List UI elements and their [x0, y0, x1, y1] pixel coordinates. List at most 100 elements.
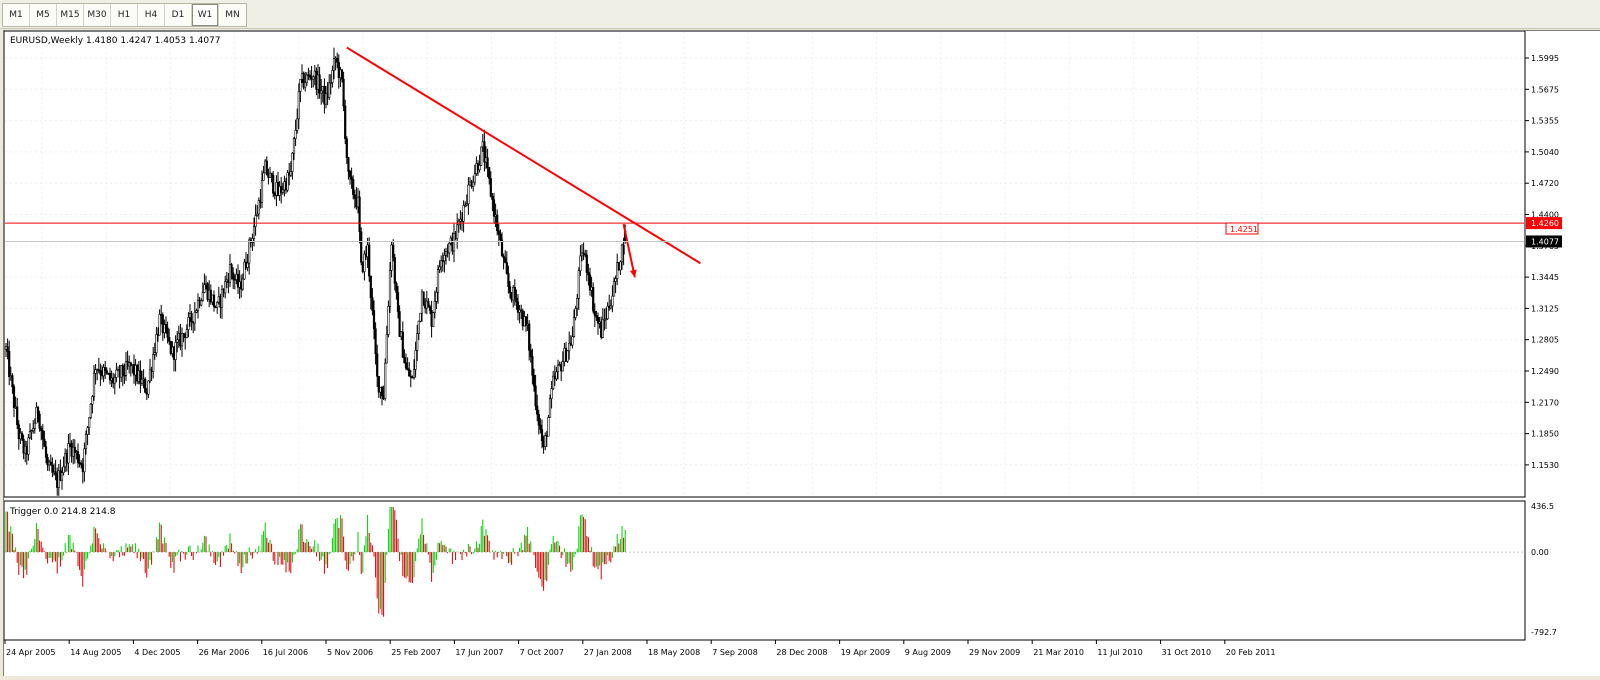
timeframe-button-d1[interactable]: D1 — [165, 4, 192, 26]
candle-body — [294, 130, 297, 139]
candle-body — [195, 310, 198, 313]
indicator-histogram — [5, 507, 1524, 617]
trendline-label-box — [1225, 222, 1259, 235]
candle-body — [32, 428, 35, 431]
time-tick-label: 21 Mar 2010 — [1033, 648, 1084, 657]
chart-window[interactable]: 1.4251 1.5995 1.5675 1.5355 1.5040 1.4720 1.4… — [3, 30, 1600, 676]
timeframe-button-h1[interactable]: H1 — [111, 4, 138, 26]
candle-body — [352, 179, 355, 196]
candle-body — [36, 407, 40, 415]
candle-body — [89, 403, 92, 418]
candle-body — [528, 323, 531, 351]
candle-body — [232, 272, 235, 280]
candle-body — [158, 314, 161, 336]
candle-body — [462, 205, 465, 222]
candle-body — [305, 74, 308, 83]
candle-body — [212, 294, 216, 307]
candle-body — [544, 435, 547, 447]
candle-body — [345, 138, 348, 158]
candle-body — [548, 398, 552, 418]
candle-body — [265, 160, 268, 175]
timeframe-button-m1[interactable]: M1 — [3, 4, 30, 26]
time-tick-label: 29 Nov 2009 — [969, 648, 1020, 657]
candle-body — [129, 362, 132, 366]
candle-body — [216, 301, 219, 308]
trendline[interactable] — [346, 46, 701, 265]
candle-body — [108, 373, 112, 381]
timeframe-button-m5[interactable]: M5 — [30, 4, 57, 26]
candle-body — [371, 297, 374, 311]
candle-body — [561, 361, 564, 372]
indicator-scale-label: 436.5 — [1531, 502, 1554, 511]
candle-body — [62, 466, 65, 473]
candle-body — [436, 269, 440, 293]
candle-body — [324, 93, 328, 105]
candle-body — [358, 196, 361, 233]
candle-body — [155, 334, 158, 354]
candle-body — [252, 226, 256, 239]
candle-body — [576, 298, 579, 309]
candle-body — [577, 270, 580, 299]
candle-body — [516, 301, 520, 313]
candle-body — [499, 234, 502, 241]
arrow-line[interactable] — [622, 223, 636, 278]
candle-body — [92, 373, 96, 397]
candle-body — [384, 362, 387, 400]
time-tick-label: 14 Aug 2005 — [70, 648, 121, 657]
candle-body — [262, 172, 265, 181]
candle-body — [140, 378, 144, 384]
candle-body — [329, 82, 332, 84]
candle-body — [41, 430, 44, 440]
candle-body — [336, 57, 339, 63]
candle-body — [592, 286, 595, 312]
candle-body — [292, 138, 296, 154]
arrow-head — [629, 269, 637, 278]
candle-body — [297, 91, 300, 120]
candle-body — [348, 171, 352, 178]
candle-body — [616, 262, 619, 279]
candle-body — [281, 189, 284, 193]
drawing-objects[interactable]: 1.4251 — [5, 46, 1524, 278]
candle-body — [433, 301, 436, 313]
candle-body — [44, 446, 48, 458]
time-tick-label: 17 Jun 2007 — [455, 648, 503, 657]
timeframe-button-h4[interactable]: H4 — [138, 4, 165, 26]
candle-body — [187, 317, 190, 330]
chart-canvas[interactable]: 1.4251 1.5995 1.5675 1.5355 1.5040 1.4720 1.4… — [3, 30, 1600, 676]
candle-body — [483, 141, 486, 163]
candle-body — [161, 314, 164, 334]
candle-body — [73, 446, 76, 453]
candle-body — [572, 317, 576, 337]
timeframe-button-w1[interactable]: W1 — [192, 4, 219, 26]
hline-price-tag — [1526, 217, 1562, 230]
timeframe-button-m30[interactable]: M30 — [84, 4, 111, 26]
timeframe-button-mn[interactable]: MN — [225, 10, 240, 20]
candle-body — [473, 173, 476, 183]
candle-body — [387, 306, 390, 335]
candle-body — [12, 386, 16, 408]
candle-body — [505, 262, 508, 274]
indicator-header: Trigger 0.0 214.8 214.8 — [9, 507, 116, 517]
candle-body — [588, 274, 592, 291]
timeframe-button-m15[interactable]: M15 — [57, 4, 84, 26]
price-tick-label: 1.1850 — [1531, 430, 1559, 439]
candle-body — [46, 456, 49, 466]
candle-body — [43, 438, 46, 447]
candle-body — [190, 313, 193, 322]
candle-body — [534, 385, 537, 407]
candle-body — [467, 184, 470, 205]
price-grid — [5, 32, 1524, 496]
candle-body — [256, 213, 259, 216]
candle-body — [88, 417, 91, 428]
candle-body — [414, 350, 417, 370]
candle-body — [595, 315, 598, 318]
time-tick-label: 25 Feb 2007 — [391, 648, 441, 657]
candle-body — [596, 316, 600, 324]
candle-body — [531, 356, 534, 376]
candle-body — [444, 250, 448, 256]
candle-body — [272, 175, 275, 194]
candle-body — [539, 424, 542, 430]
candle-body — [80, 462, 83, 465]
candle-body — [385, 334, 388, 364]
candle-body — [168, 337, 171, 342]
